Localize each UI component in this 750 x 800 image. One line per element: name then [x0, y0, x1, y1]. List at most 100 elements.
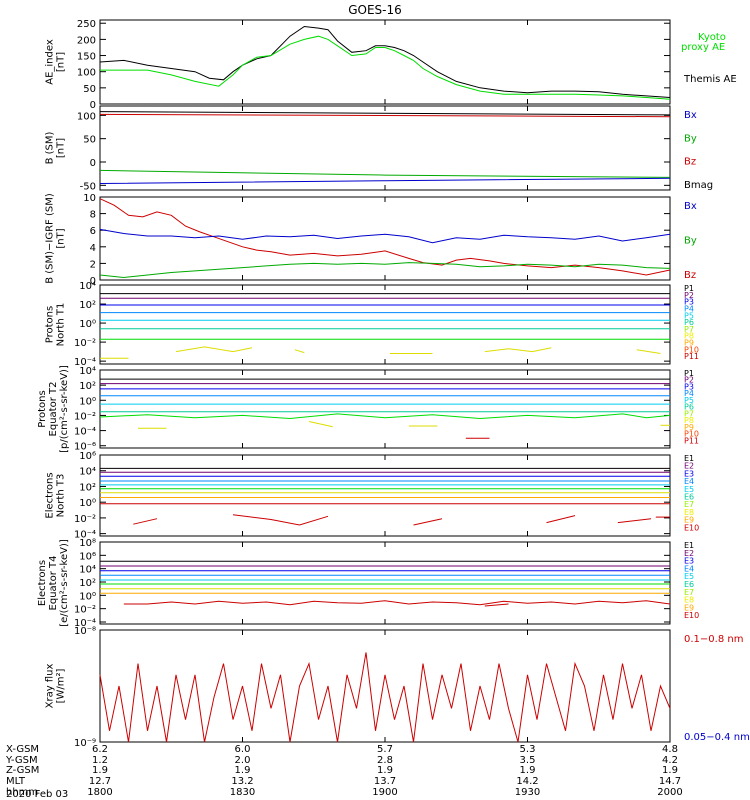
series-e10-seg1: [133, 518, 158, 525]
y-tick-label: 200: [77, 35, 96, 46]
y-axis-label: [e/(cm²-s-sr-keV)]: [59, 539, 70, 627]
series-bz: [99, 198, 671, 276]
legend-entry: E4: [684, 477, 694, 486]
y-axis-label: Electrons: [45, 472, 56, 518]
y-tick-label: 6: [90, 226, 96, 237]
y-axis-label: [p/(cm²-s-sr-keV)]: [59, 365, 70, 453]
series-themis-ae: [99, 25, 671, 98]
panel-frame: [99, 541, 671, 625]
y-tick-label: 10⁻²: [74, 605, 96, 616]
legend-entry: P10: [684, 430, 699, 439]
y-tick-label: 10⁻⁸: [74, 626, 96, 637]
y-tick-label: 10⁰: [79, 396, 96, 407]
legend-entry: E9: [684, 603, 694, 612]
legend-entry: E2: [684, 462, 694, 471]
y-axis-label: B (SM)−IGRF (SM): [45, 193, 56, 284]
x-axis-table: X-GSMY-GSMZ-GSMMLThhmm6.21.21.912.718006…: [5, 744, 683, 798]
y-tick-label: 0: [90, 100, 96, 111]
legend-entry: Bz: [684, 270, 696, 281]
y-tick-label: 10⁸: [79, 538, 96, 549]
panel-frame: [99, 105, 671, 191]
series-by: [99, 169, 671, 178]
x-axis-value: 1.2: [92, 755, 108, 766]
legend-entry: E10: [684, 523, 699, 532]
series-bx: [99, 228, 671, 244]
y-tick-label: 0: [90, 158, 96, 169]
legend-entry: E9: [684, 516, 694, 525]
panel-frame: [99, 454, 671, 537]
x-axis-value: 12.7: [89, 776, 111, 787]
series-p7: [99, 413, 671, 420]
x-axis-value: 2.0: [235, 755, 251, 766]
legend-entry: Bmag: [684, 180, 713, 191]
y-tick-label: 10²: [79, 578, 96, 589]
series-bx: [99, 177, 671, 184]
panel-frame: [99, 284, 671, 365]
y-tick-label: 10⁻⁴: [74, 357, 96, 368]
x-axis-row-label: X-GSM: [6, 744, 39, 755]
series-p8-seg5: [484, 347, 552, 353]
y-tick-label: 10²: [79, 482, 96, 493]
legend-entry: P5: [684, 311, 694, 320]
legend-entry: E4: [684, 564, 694, 573]
legend-entry: P9: [684, 339, 694, 348]
x-axis-value: 1900: [372, 787, 397, 798]
x-axis-value: 2.8: [377, 755, 393, 766]
y-axis-label: Xray flux: [45, 664, 56, 709]
x-axis-row-label: Y-GSM: [5, 755, 38, 766]
y-tick-label: -50: [80, 181, 96, 192]
panel-xray: 10⁻⁹ 10⁻⁸ Xray flux [W/m²] 0.1−0.8 nm 0.05−0.…: [45, 626, 750, 749]
y-tick-label: 10⁻⁴: [74, 618, 96, 629]
panel-frame: [99, 196, 671, 281]
x-axis-value: 13.7: [374, 776, 396, 787]
x-axis-value: 6.0: [235, 744, 251, 755]
y-tick-label: 150: [77, 52, 96, 63]
series-p8-seg2: [175, 346, 253, 353]
legend-entry: Themis AE: [683, 74, 737, 85]
legend-entry: By: [684, 133, 697, 144]
legend-entry: Bz: [684, 157, 696, 168]
y-axis-label: [nT]: [56, 228, 67, 248]
legend-entry: P6: [684, 318, 694, 327]
x-axis-value: 4.8: [662, 744, 678, 755]
series-e9: [147, 600, 671, 606]
series-bmag: [99, 111, 671, 116]
legend-entry: P11: [684, 352, 699, 361]
x-axis-value: 2000: [657, 787, 682, 798]
y-tick-label: 10⁶: [79, 551, 96, 562]
x-axis-row-label: MLT: [6, 776, 26, 787]
y-tick-label: 10⁻²: [74, 338, 96, 349]
y-axis-label: Equator T4: [48, 556, 59, 611]
legend-entry: E1: [684, 541, 694, 550]
legend-entry: P10: [684, 345, 699, 354]
legend-entry: E8: [684, 508, 694, 517]
date-label: 2020 Feb 03: [6, 789, 68, 800]
y-axis-label: North T1: [56, 303, 67, 347]
y-tick-label: 10⁴: [79, 565, 96, 576]
panel-electrons_t4: 10⁻⁴ 10⁻² 10⁰ 10² 10⁴ 10⁶ 10⁸ Electrons Equator …: [37, 538, 699, 629]
legend-entry: P1: [684, 284, 694, 293]
legend-entry: P3: [684, 298, 694, 307]
legend-entry: Bx: [684, 201, 697, 212]
legend-entry: P8: [684, 332, 694, 341]
y-tick-label: 10⁴: [79, 467, 96, 478]
x-axis-value: 5.7: [377, 744, 393, 755]
legend-entry: P3: [684, 382, 694, 391]
x-axis-row-label: Z-GSM: [6, 765, 39, 776]
y-tick-label: 10⁻²: [74, 514, 96, 525]
y-tick-label: 50: [83, 135, 96, 146]
legend-entry: E8: [684, 596, 694, 605]
legend-entry: P5: [684, 396, 694, 405]
legend-entry: 0.05−0.4 nm: [684, 732, 750, 743]
y-axis-label: [W/m²]: [56, 668, 67, 703]
y-tick-label: 10⁰: [79, 591, 96, 602]
legend-entry: E2: [684, 549, 694, 558]
series-kyoto-proxy-ae: [100, 35, 671, 100]
y-axis-label: Protons: [45, 306, 56, 343]
y-tick-label: 10⁻²: [74, 411, 96, 422]
series-e10-seg2: [232, 514, 329, 526]
legend-entry: E3: [684, 469, 694, 478]
series-e10-seg5: [617, 518, 652, 524]
